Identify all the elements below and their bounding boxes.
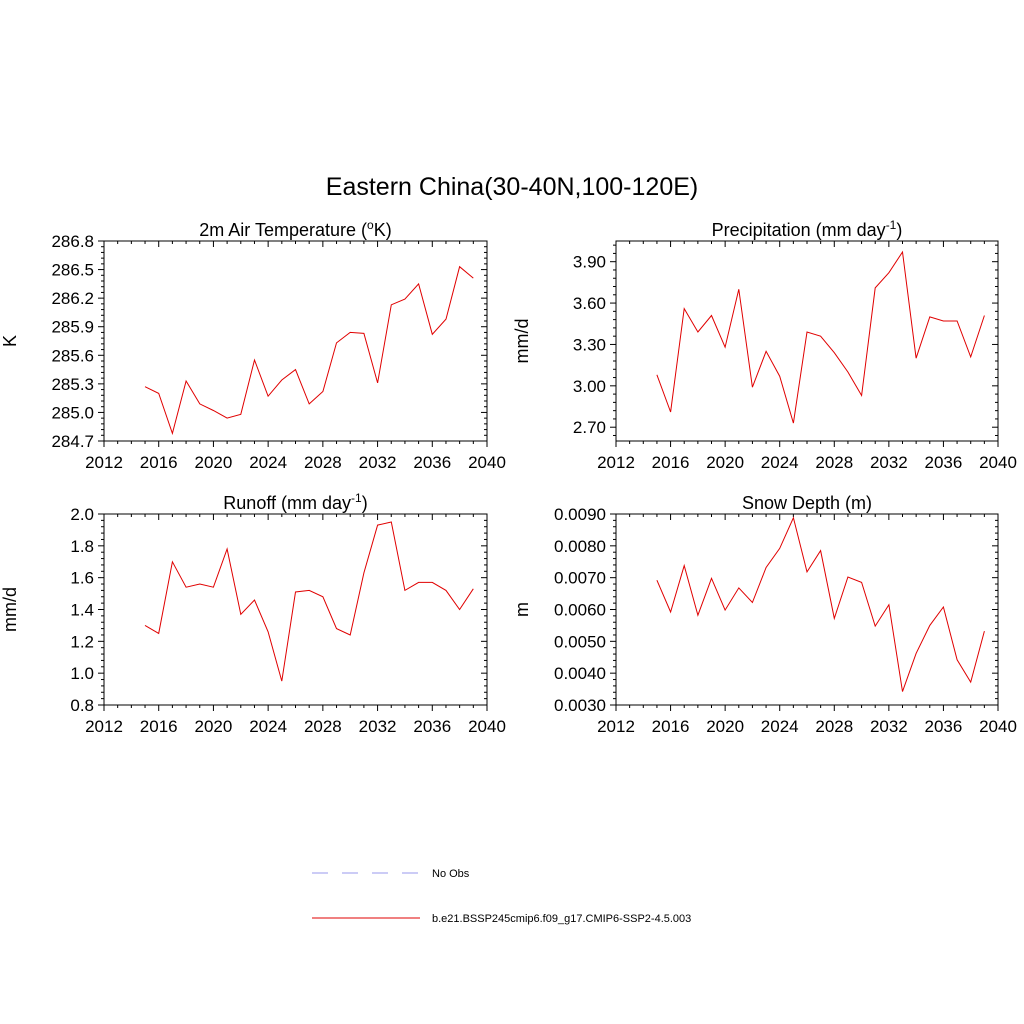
precipitation-title-superscript: -1 xyxy=(886,218,897,232)
runoff-xtick-label: 2028 xyxy=(304,717,342,736)
runoff-series-line xyxy=(144,521,474,682)
snow-depth-ytick-label: 0.0090 xyxy=(554,505,606,524)
temperature-ytick-label: 286.2 xyxy=(51,289,94,308)
temperature-plot-frame xyxy=(103,240,488,442)
precipitation-ytick-label: 3.60 xyxy=(573,294,606,313)
temperature-ytick-label: 285.6 xyxy=(51,346,94,365)
precipitation-xtick-label: 2028 xyxy=(815,453,853,472)
snow-depth-xtick-label: 2016 xyxy=(652,717,690,736)
runoff-ytick-label: 2.0 xyxy=(70,505,94,524)
precipitation-xtick-label: 2016 xyxy=(652,453,690,472)
precipitation-series-line xyxy=(656,250,985,424)
precipitation-xtick-label: 2040 xyxy=(979,453,1017,472)
snow-depth-ytick-label: 0.0030 xyxy=(554,696,606,715)
precipitation-ytick-label: 3.30 xyxy=(573,335,606,354)
snow-depth-xtick-label: 2024 xyxy=(761,717,799,736)
temperature-ytick-label: 285.9 xyxy=(51,318,94,337)
runoff-title: Runoff (mm day-1) xyxy=(223,491,367,513)
runoff-xtick-label: 2012 xyxy=(85,717,123,736)
runoff-ylabel: mm/d xyxy=(0,587,20,632)
precipitation-xtick-label: 2032 xyxy=(870,453,908,472)
temperature-ytick-label: 286.5 xyxy=(51,261,94,280)
temperature-ytick-label: 284.7 xyxy=(51,432,94,451)
precipitation-xtick-label: 2036 xyxy=(925,453,963,472)
temperature-xtick-label: 2028 xyxy=(304,453,342,472)
precipitation-ytick-label: 2.70 xyxy=(573,418,606,437)
snow-depth-ylabel: m xyxy=(512,602,532,617)
snow-depth-xtick-label: 2032 xyxy=(870,717,908,736)
temperature-series-line xyxy=(144,265,474,436)
temperature-ytick-label: 286.8 xyxy=(51,232,94,251)
runoff-title-superscript: -1 xyxy=(351,491,362,505)
temperature-ylabel: K xyxy=(0,335,20,347)
temperature-xtick-label: 2020 xyxy=(195,453,233,472)
snow-depth-series-line xyxy=(656,516,985,692)
runoff-xtick-label: 2036 xyxy=(413,717,451,736)
temperature-ytick-label: 285.3 xyxy=(51,375,94,394)
runoff-ytick-label: 1.2 xyxy=(70,632,94,651)
runoff-ytick-label: 1.6 xyxy=(70,569,94,588)
temperature-xtick-label: 2024 xyxy=(249,453,287,472)
snow-depth-xtick-label: 2040 xyxy=(979,717,1017,736)
snow-depth-ytick-label: 0.0050 xyxy=(554,632,606,651)
panels: 2012 2016 2020 2024 2028 2032 2036 2040 284.7 285… xyxy=(0,218,1017,736)
temperature-title-superscript: o xyxy=(367,218,374,232)
snow-depth-ytick-label: 0.0060 xyxy=(554,601,606,620)
runoff-ytick-label: 1.4 xyxy=(70,601,94,620)
panel-temperature: 2012 2016 2020 2024 2028 2032 2036 2040 284.7 285… xyxy=(0,218,506,472)
snow-depth-title: Snow Depth (m) xyxy=(742,493,872,513)
runoff-xtick-label: 2024 xyxy=(249,717,287,736)
precipitation-title-text-end: ) xyxy=(896,220,902,240)
precipitation-xtick-label: 2024 xyxy=(761,453,799,472)
precipitation-ylabel: mm/d xyxy=(512,319,532,364)
runoff-xtick-label: 2020 xyxy=(195,717,233,736)
temperature-xtick-label: 2012 xyxy=(85,453,123,472)
runoff-xtick-label: 2032 xyxy=(359,717,397,736)
snow-depth-xtick-label: 2036 xyxy=(925,717,963,736)
snow-depth-ytick-label: 0.0040 xyxy=(554,664,606,683)
runoff-title-text: Runoff (mm day xyxy=(223,493,351,513)
temperature-title: 2m Air Temperature (oK) xyxy=(199,218,391,240)
legend-obs-label: No Obs xyxy=(432,868,470,880)
runoff-ytick-label: 1.8 xyxy=(70,537,94,556)
temperature-xtick-label: 2036 xyxy=(413,453,451,472)
snow-depth-xtick-label: 2012 xyxy=(597,717,635,736)
precipitation-ytick-label: 3.90 xyxy=(573,253,606,272)
temperature-xtick-label: 2040 xyxy=(468,453,506,472)
temperature-xtick-label: 2032 xyxy=(359,453,397,472)
legend-model-label: b.e21.BSSP245cmip6.f09_g17.CMIP6-SSP2-4.… xyxy=(432,913,691,925)
snow-depth-plot-frame xyxy=(615,513,999,706)
runoff-xtick-label: 2016 xyxy=(140,717,178,736)
main-title: Eastern China(30-40N,100-120E) xyxy=(326,173,698,201)
snow-depth-title-text: Snow Depth (m) xyxy=(742,493,872,513)
temperature-ytick-label: 285.0 xyxy=(51,403,94,422)
panel-snow-depth: 2012 2016 2020 2024 2028 2032 2036 2040 0.0030 0.… xyxy=(512,493,1017,736)
temperature-title-text-end: K) xyxy=(374,220,392,240)
panel-precipitation: 2012 2016 2020 2024 2028 2032 2036 2040 2.70 3.00… xyxy=(512,218,1017,472)
precipitation-title-text: Precipitation (mm day xyxy=(712,220,886,240)
precipitation-title: Precipitation (mm day-1) xyxy=(712,218,903,240)
runoff-title-text-end: ) xyxy=(362,493,368,513)
temperature-title-text: 2m Air Temperature ( xyxy=(199,220,367,240)
runoff-xtick-label: 2040 xyxy=(468,717,506,736)
snow-depth-xtick-label: 2020 xyxy=(706,717,744,736)
runoff-ytick-label: 0.8 xyxy=(70,696,94,715)
temperature-xtick-label: 2016 xyxy=(140,453,178,472)
precipitation-xtick-label: 2020 xyxy=(706,453,744,472)
runoff-ytick-label: 1.0 xyxy=(70,664,94,683)
snow-depth-xtick-label: 2028 xyxy=(815,717,853,736)
snow-depth-ytick-label: 0.0080 xyxy=(554,537,606,556)
precipitation-plot-frame xyxy=(615,240,999,442)
snow-depth-ytick-label: 0.0070 xyxy=(554,569,606,588)
precipitation-ytick-label: 3.00 xyxy=(573,377,606,396)
runoff-plot-frame xyxy=(103,513,488,706)
panel-runoff: 2012 2016 2020 2024 2028 2032 2036 2040 0.8 1.0 1.… xyxy=(0,491,506,736)
precipitation-xtick-label: 2012 xyxy=(597,453,635,472)
legend: No Obs b.e21.BSSP245cmip6.f09_g17.CMIP6-… xyxy=(312,868,691,925)
